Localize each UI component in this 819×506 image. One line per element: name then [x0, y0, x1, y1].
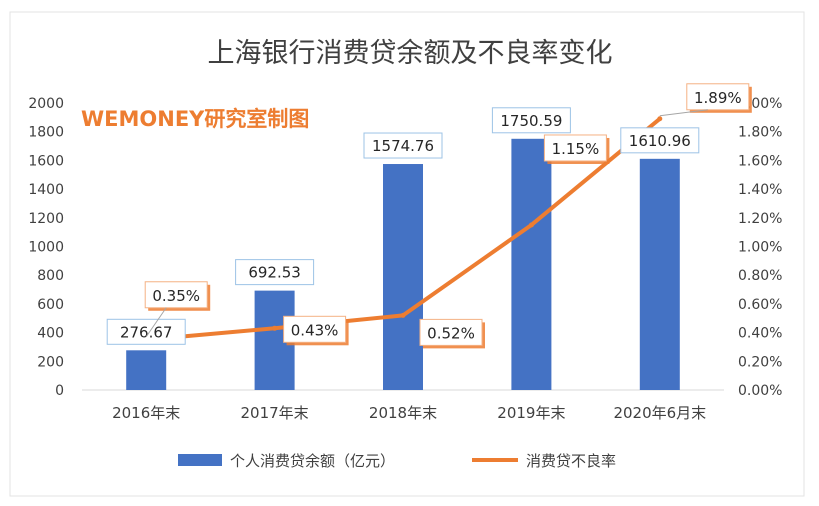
line-data-label: 0.43% [291, 321, 339, 339]
legend-bar-label: 个人消费贷余额（亿元） [230, 452, 395, 470]
line-series [143, 116, 663, 343]
line-data-label: 0.52% [427, 324, 475, 342]
line-point [528, 222, 534, 228]
y-left-tick-label: 1600 [28, 153, 64, 169]
y-left-tick-label: 200 [37, 354, 64, 370]
line-data-label-box [144, 281, 208, 309]
category-label: 2017年末 [241, 404, 309, 422]
bar-series [126, 138, 680, 390]
bar-data-labels: 276.67 692.53 1574.76 1750.59 1610.96 [106, 107, 700, 345]
line-data-label-box [543, 134, 607, 162]
y-left-tick-label: 800 [37, 268, 64, 284]
y-left-tick-label: 1200 [28, 211, 64, 227]
bar-data-label: 1574.76 [372, 137, 434, 155]
label-leader-line [145, 307, 167, 338]
bar [383, 164, 423, 390]
y-left-tick-label: 1400 [28, 182, 64, 198]
bar-data-label-box [235, 259, 315, 286]
bar-data-label-box [620, 127, 700, 154]
category-axis: 2016年末 2017年末 2018年末 2019年末 2020年6月末 [112, 404, 706, 422]
bar [126, 350, 167, 390]
line-data-label: 0.35% [152, 287, 200, 305]
label-leader-line [659, 109, 708, 117]
y-axis-left: 0 200 400 600 800 1000 1200 1400 1600 1800 2000 [28, 96, 64, 399]
chart-title: 上海银行消费贷余额及不良率变化 [208, 38, 613, 69]
y-left-tick-label: 0 [55, 383, 64, 399]
y-right-tick-label: 0.60% [738, 297, 782, 313]
y-right-tick-label: 1.40% [738, 182, 782, 198]
line-data-label: 1.89% [694, 89, 742, 107]
watermark: WEMONEY研究室制图 [81, 107, 309, 131]
category-label: 2018年末 [369, 404, 437, 422]
bar-data-label-box [491, 107, 571, 134]
bar-data-label: 692.53 [248, 264, 301, 282]
y-right-tick-label: 1.80% [738, 125, 782, 141]
line-point [657, 116, 663, 122]
legend-line-label: 消费贷不良率 [526, 452, 616, 470]
line-data-label: 1.15% [552, 140, 600, 158]
y-right-tick-label: 0.20% [738, 354, 782, 370]
y-left-tick-label: 600 [37, 297, 64, 313]
y-right-tick-label: 0.80% [738, 268, 782, 284]
line-data-label-box [283, 315, 347, 343]
y-left-tick-label: 1000 [28, 240, 64, 256]
bar-data-label-box [106, 318, 186, 345]
y-right-tick-label: 0.00% [738, 383, 782, 399]
category-label: 2016年末 [112, 404, 180, 422]
category-label: 2020年6月末 [613, 404, 706, 422]
bar-data-label: 276.67 [120, 323, 173, 341]
line-data-labels: 0.35% 0.43% 0.52% 1.15% 1.89% [144, 83, 752, 349]
category-label: 2019年末 [497, 404, 565, 422]
y-left-tick-label: 400 [37, 326, 64, 342]
bar-data-label: 1610.96 [629, 132, 691, 150]
y-right-tick-label: 0.40% [738, 326, 782, 342]
chart-border [9, 11, 805, 497]
line-point [272, 325, 278, 331]
line-data-label-box [686, 83, 750, 111]
y-right-tick-label: 1.60% [738, 153, 782, 169]
line-point [400, 312, 406, 318]
bar [639, 158, 680, 390]
line-data-label-box [419, 318, 483, 346]
y-left-tick-label: 2000 [28, 96, 64, 112]
y-axis-right: 0.00% 0.20% 0.40% 0.60% 0.80% 1.00% 1.20% 1.40%… [738, 96, 782, 399]
bar [511, 138, 552, 390]
y-right-tick-label: 1.20% [738, 211, 782, 227]
bar-data-label: 1750.59 [500, 112, 562, 130]
bar-data-label-box [363, 132, 443, 159]
y-right-tick-label: 1.00% [738, 240, 782, 256]
y-left-tick-label: 1800 [28, 125, 64, 141]
legend-bar-swatch [178, 454, 222, 466]
legend: 个人消费贷余额（亿元） 消费贷不良率 [178, 452, 616, 470]
